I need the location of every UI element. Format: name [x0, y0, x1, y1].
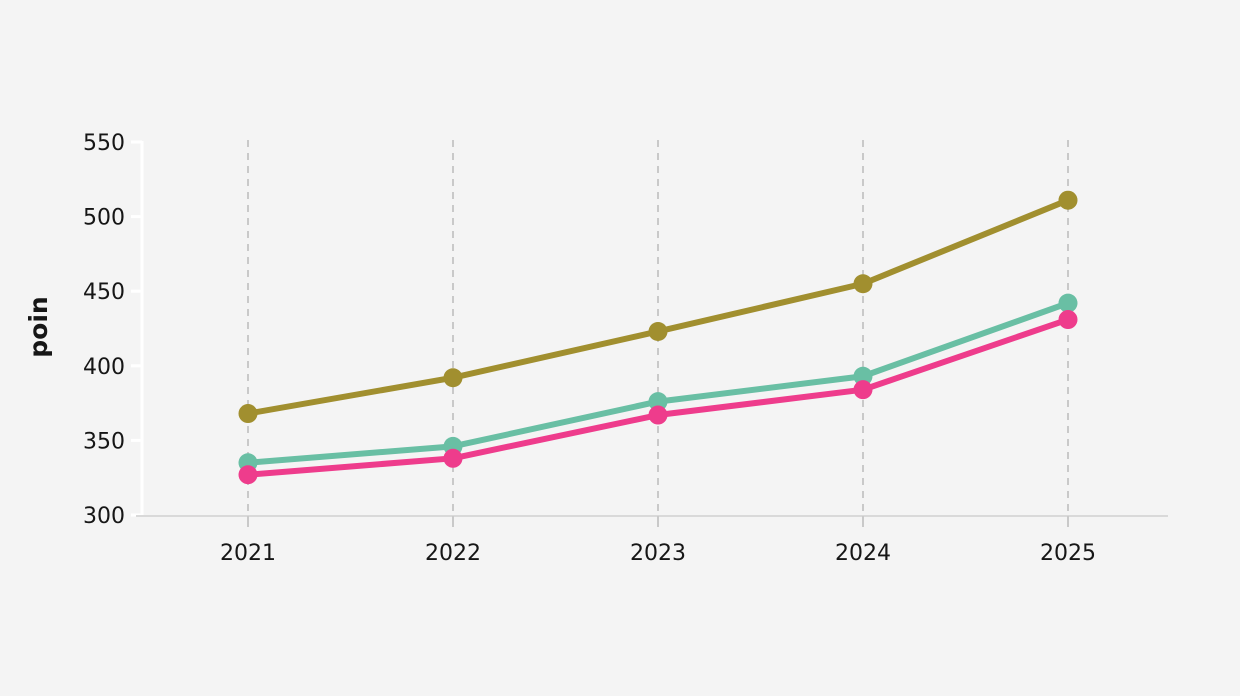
y-axis-title: poin — [24, 296, 53, 357]
y-tick-label-350: 350 — [83, 429, 125, 454]
data-point-series-1-olive-2023 — [648, 321, 668, 341]
data-point-series-1-olive-2021 — [238, 404, 258, 424]
data-point-series-3-pink-2024 — [853, 380, 873, 400]
data-point-series-1-olive-2024 — [853, 274, 873, 294]
y-tick-label-400: 400 — [83, 355, 125, 380]
data-point-series-3-pink-2025 — [1058, 310, 1078, 330]
data-point-series-2-teal-2023 — [648, 392, 668, 412]
data-point-series-2-teal-2024 — [853, 366, 873, 386]
data-point-series-3-pink-2021 — [238, 465, 258, 485]
y-tick-label-550: 550 — [83, 131, 125, 156]
data-point-series-3-pink-2022 — [443, 448, 463, 468]
y-tick-label-300: 300 — [83, 504, 125, 529]
x-tick-label-2024: 2024 — [835, 541, 891, 566]
x-tick-label-2021: 2021 — [220, 541, 276, 566]
data-point-series-1-olive-2022 — [443, 368, 463, 388]
data-point-series-2-teal-2025 — [1058, 293, 1078, 313]
data-point-series-1-olive-2025 — [1058, 190, 1078, 210]
y-tick-label-500: 500 — [83, 206, 125, 231]
axis-layer: 300 350 400 450 500 550 2021 2022 2023 2024 2025 — [83, 131, 1168, 566]
x-tick-label-2025: 2025 — [1040, 541, 1096, 566]
series-layer — [238, 190, 1078, 485]
x-tick-label-2023: 2023 — [630, 541, 686, 566]
x-tick-label-2022: 2022 — [425, 541, 481, 566]
data-point-series-3-pink-2023 — [648, 405, 668, 425]
y-tick-label-450: 450 — [83, 280, 125, 305]
